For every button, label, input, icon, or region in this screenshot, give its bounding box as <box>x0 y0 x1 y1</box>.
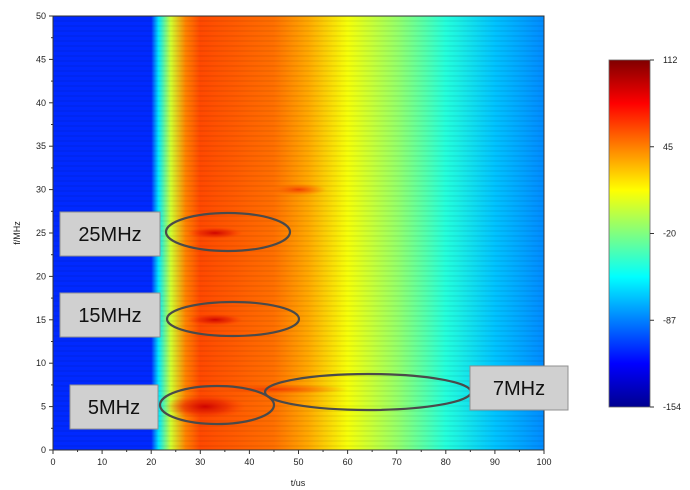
annotation-label: 5MHz <box>88 397 140 419</box>
colorbar-tick-label: -154 <box>663 402 681 412</box>
annotation-label: 7MHz <box>493 378 545 400</box>
y-tick-label: 20 <box>36 271 46 281</box>
y-tick-label: 5 <box>41 402 46 412</box>
colorbar-tick-label: 112 <box>663 55 677 65</box>
y-tick-label: 50 <box>36 11 46 21</box>
hotspot-0 <box>165 394 246 419</box>
hotspot-1 <box>187 313 244 326</box>
annotation-label: 25MHz <box>78 224 141 246</box>
x-tick-label: 90 <box>490 457 500 467</box>
x-tick-label: 30 <box>195 457 205 467</box>
x-tick-label: 10 <box>97 457 107 467</box>
annotation-label: 15MHz <box>78 305 141 327</box>
y-tick-label: 40 <box>36 98 46 108</box>
y-tick-label: 15 <box>36 315 46 325</box>
y-tick-label: 25 <box>36 228 46 238</box>
hotspot-3 <box>270 183 327 196</box>
colorbar-tick-label: -20 <box>663 229 676 239</box>
x-tick-label: 70 <box>392 457 402 467</box>
y-axis-title: f/MHz <box>12 221 22 245</box>
annotation-box <box>69 384 159 430</box>
y-tick-label: 45 <box>36 54 46 64</box>
annotation-box <box>469 365 569 411</box>
annotation-ellipse <box>165 300 301 338</box>
colorbar-tick-label: 45 <box>663 142 673 152</box>
x-tick-label: 50 <box>293 457 303 467</box>
colorbar: 112 45 -20 -87 -154 <box>608 55 681 412</box>
annotation-ellipse <box>158 384 276 426</box>
x-tick-label: 0 <box>50 457 55 467</box>
y-axis: 0 5 10 15 20 25 30 35 40 45 50 <box>36 11 53 455</box>
colorbar-gradient <box>608 59 651 408</box>
y-tick-label: 35 <box>36 141 46 151</box>
annotation-box <box>59 292 161 338</box>
colorbar-ticks: 112 45 -20 -87 -154 <box>650 55 681 412</box>
x-axis-title: t/us <box>291 478 306 488</box>
x-axis: 0 10 20 30 40 50 60 70 80 90 100 <box>50 450 552 467</box>
y-tick-label: 10 <box>36 358 46 368</box>
y-tick-label: 30 <box>36 185 46 195</box>
x-tick-label: 100 <box>536 457 551 467</box>
x-tick-label: 60 <box>343 457 353 467</box>
plot-area <box>53 16 544 450</box>
annotation-layer: 25MHz 15MHz 5MHz 7MHz <box>59 211 569 430</box>
x-tick-label: 80 <box>441 457 451 467</box>
y-tick-label: 0 <box>41 445 46 455</box>
annotation-ellipse <box>164 211 292 253</box>
x-tick-label: 40 <box>244 457 254 467</box>
annotation-box <box>59 211 161 257</box>
hotspot-2 <box>187 227 244 239</box>
colorbar-tick-label: -87 <box>663 315 676 325</box>
x-tick-label: 20 <box>146 457 156 467</box>
